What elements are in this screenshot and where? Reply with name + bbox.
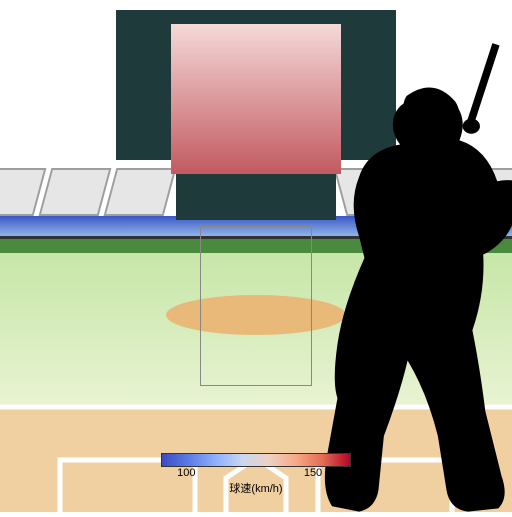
scene: 100 150 球速(km/h) [0, 0, 512, 512]
legend-label: 球速(km/h) [161, 480, 351, 496]
speed-legend: 100 150 球速(km/h) [161, 453, 351, 496]
batter-silhouette [322, 42, 512, 517]
legend-ticks: 100 150 [161, 467, 351, 479]
legend-gradient [161, 453, 351, 467]
legend-tick: 150 [304, 467, 322, 479]
legend-tick: 100 [177, 467, 195, 479]
